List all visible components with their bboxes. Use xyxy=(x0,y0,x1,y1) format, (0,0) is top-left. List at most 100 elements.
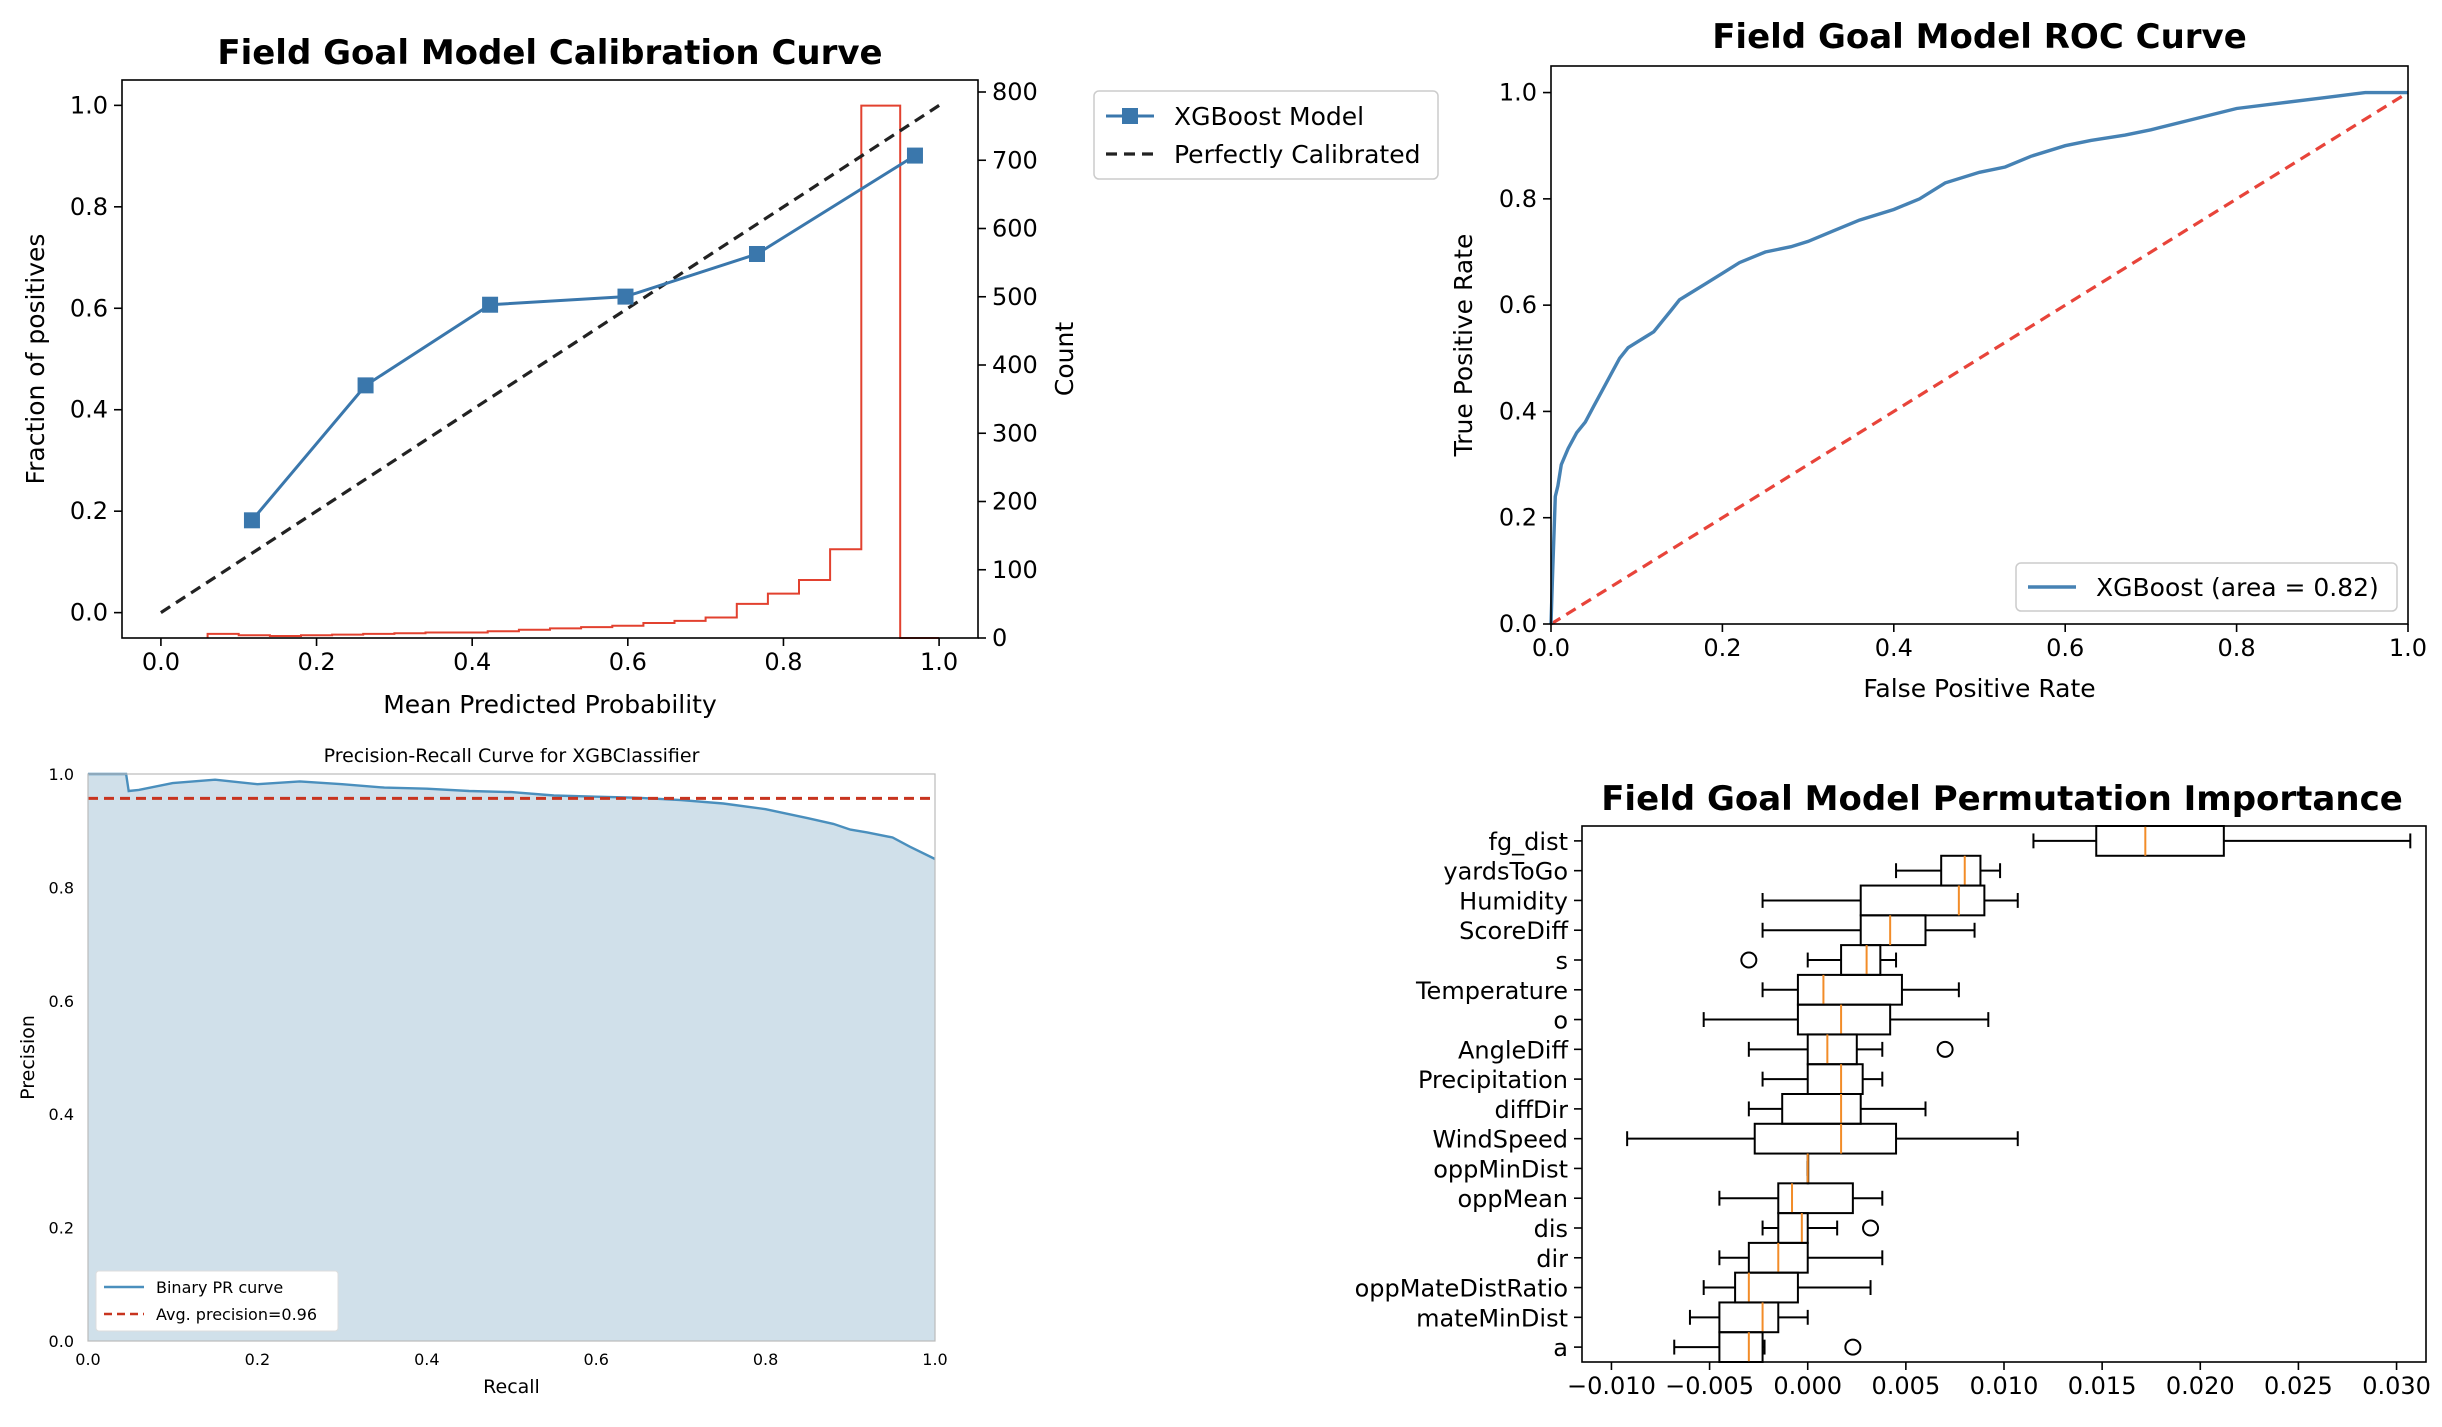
x-tick-label: 0.015 xyxy=(2068,1372,2137,1400)
calibration-point xyxy=(482,296,499,313)
y2-tick-label: 400 xyxy=(992,351,1038,379)
y2-tick-label: 600 xyxy=(992,215,1038,243)
y-tick-label: 1.0 xyxy=(49,765,74,784)
roc-plot-frame xyxy=(1550,65,2409,625)
x-tick-label: 1.0 xyxy=(920,648,958,676)
y-tick-label: 1.0 xyxy=(1499,79,1537,107)
calibration-point xyxy=(243,512,260,529)
feature-label: a xyxy=(1553,1334,1568,1362)
y-tick-label: 0.2 xyxy=(1499,504,1537,532)
feature-label: dis xyxy=(1534,1215,1568,1243)
box-ScoreDiff xyxy=(1761,914,1976,947)
legend-label-xgboost: XGBoost Model xyxy=(1174,102,1364,131)
legend-label-calibrated: Perfectly Calibrated xyxy=(1174,140,1420,169)
iqr-box xyxy=(1753,1122,1898,1155)
x-tick-label: 0.8 xyxy=(2218,634,2256,662)
y2-tick-label: 200 xyxy=(992,488,1038,516)
roc-x-label: False Positive Rate xyxy=(1863,674,2095,703)
y-tick-label: 0.0 xyxy=(70,599,108,627)
calibration-y-label: Fraction of positives xyxy=(21,234,50,485)
x-tick-label: −0.005 xyxy=(1665,1372,1754,1400)
iqr-box xyxy=(1806,1033,1858,1066)
count-histogram xyxy=(206,104,940,639)
iqr-box xyxy=(1718,1301,1780,1334)
perfectly-calibrated-line xyxy=(160,104,940,614)
y2-tick-label: 500 xyxy=(992,283,1038,311)
iqr-box xyxy=(1859,884,1986,917)
y-tick-label: 0.4 xyxy=(70,396,108,424)
feature-label: diffDir xyxy=(1495,1096,1569,1124)
box-Temperature xyxy=(1761,973,1960,1006)
x-tick-label: 0.030 xyxy=(2362,1372,2431,1400)
pr-area-fill xyxy=(88,774,935,1341)
y-tick-label: 0.8 xyxy=(49,878,74,897)
x-tick-label: 1.0 xyxy=(2389,634,2427,662)
x-tick-label: 0.020 xyxy=(2166,1372,2235,1400)
y2-tick-label: 700 xyxy=(992,146,1038,174)
box-AngleDiff xyxy=(1747,1033,1954,1066)
feature-label: oppMateDistRatio xyxy=(1355,1275,1568,1303)
calibration-plot-frame xyxy=(121,79,979,639)
outlier-point xyxy=(1844,1338,1862,1356)
feature-label: Precipitation xyxy=(1418,1066,1568,1094)
y2-tick-label: 800 xyxy=(992,78,1038,106)
y-tick-label: 0.4 xyxy=(49,1105,74,1124)
calibration-y2-label: Count xyxy=(1050,322,1079,396)
calibration-point xyxy=(357,377,374,394)
calibration-point xyxy=(617,288,634,305)
legend-label-roc: XGBoost (area = 0.82) xyxy=(2096,573,2379,602)
roc-legend: XGBoost (area = 0.82) xyxy=(2015,562,2398,612)
box-Humidity xyxy=(1761,884,2019,917)
feature-label: yardsToGo xyxy=(1443,858,1568,886)
x-tick-label: 0.8 xyxy=(764,648,802,676)
y-tick-label: 1.0 xyxy=(70,91,108,119)
outlier-point xyxy=(1862,1219,1880,1237)
box-mateMinDist xyxy=(1688,1301,1809,1334)
pr-plot-frame xyxy=(87,773,936,1342)
feature-label: AngleDiff xyxy=(1458,1036,1568,1064)
x-tick-label: 0.6 xyxy=(609,648,647,676)
pr-x-label: Recall xyxy=(483,1376,540,1398)
x-tick-label: 0.8 xyxy=(753,1350,778,1369)
pr-y-label: Precision xyxy=(17,1015,39,1100)
pr-chart: 0.0 0.2 0.4 0.6 0.8 1.0 0.0 0.2 0.4 0.6 0.8 1.0 Prec… xyxy=(17,745,948,1398)
calibration-chart: 0.0 0.2 0.4 0.6 0.8 1.0 0.0 0.2 0.4 0.6 0.8 1.0 0 100… xyxy=(21,33,1439,719)
y-tick-label: 0.6 xyxy=(1499,291,1537,319)
x-tick-label: 0.4 xyxy=(1875,634,1913,662)
x-tick-label: −0.010 xyxy=(1567,1372,1656,1400)
roc-chance-line xyxy=(1550,91,2409,626)
x-tick-label: 0.2 xyxy=(245,1350,270,1369)
iqr-box xyxy=(1940,854,1982,887)
legend-label-ap: Avg. precision=0.96 xyxy=(156,1305,317,1324)
y-tick-label: 0.0 xyxy=(1499,610,1537,638)
roc-curve-line xyxy=(1549,90,2408,625)
roc-title: Field Goal Model ROC Curve xyxy=(1712,17,2247,57)
x-tick-label: 0.0 xyxy=(75,1350,100,1369)
x-tick-label: 0.000 xyxy=(1773,1372,1842,1400)
pr-legend: Binary PR curve Avg. precision=0.96 xyxy=(95,1270,339,1332)
box-oppMateDistRatio xyxy=(1702,1271,1872,1304)
box-diffDir xyxy=(1747,1093,1927,1125)
outlier-point xyxy=(1936,1040,1954,1058)
feature-label: oppMean xyxy=(1457,1185,1568,1213)
y-tick-label: 0.8 xyxy=(70,193,108,221)
calibration-legend: XGBoost Model Perfectly Calibrated xyxy=(1093,90,1439,180)
x-tick-label: 0.005 xyxy=(1872,1372,1941,1400)
permutation-plot-frame xyxy=(1581,825,2427,1363)
x-tick-label: 0.4 xyxy=(453,648,491,676)
feature-label: ScoreDiff xyxy=(1459,917,1568,945)
legend-box xyxy=(2015,562,2398,612)
iqr-box xyxy=(1806,1063,1864,1095)
x-tick-label: 0.2 xyxy=(1703,634,1741,662)
x-tick-label: 0.6 xyxy=(2046,634,2084,662)
calibration-title: Field Goal Model Calibration Curve xyxy=(217,33,882,73)
feature-label: dir xyxy=(1536,1245,1568,1273)
calibration-x-label: Mean Predicted Probability xyxy=(383,690,717,719)
legend-label-pr: Binary PR curve xyxy=(156,1278,283,1297)
iqr-box xyxy=(1796,973,1903,1006)
box-Precipitation xyxy=(1761,1063,1884,1095)
iqr-box xyxy=(1777,1182,1854,1215)
iqr-box xyxy=(1840,944,1882,976)
feature-label: mateMinDist xyxy=(1416,1304,1568,1332)
legend-box xyxy=(95,1270,339,1332)
